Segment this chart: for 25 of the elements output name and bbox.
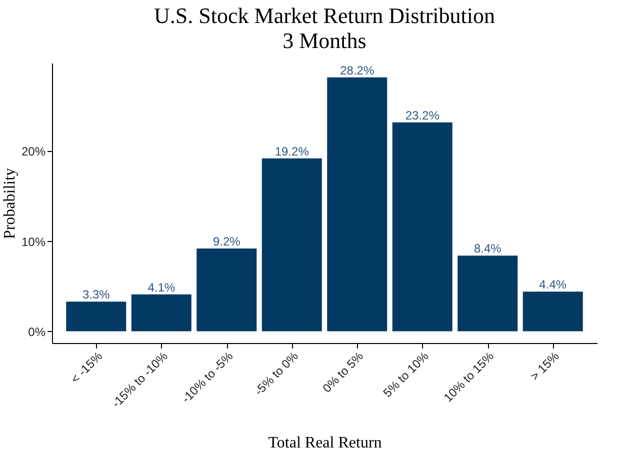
- data-label: 4.4%: [539, 278, 567, 292]
- chart-title: U.S. Stock Market Return Distribution: [154, 3, 495, 28]
- x-tick-label: -5% to 0%: [252, 348, 302, 398]
- data-label: 9.2%: [212, 234, 241, 248]
- data-label: 8.4%: [474, 242, 502, 256]
- y-tick-label: 0%: [28, 324, 46, 339]
- data-label: 19.2%: [274, 144, 310, 158]
- bar: [66, 302, 126, 332]
- bar: [458, 256, 518, 332]
- data-label: 23.2%: [405, 108, 440, 122]
- data-label: 4.1%: [148, 280, 176, 294]
- data-label: 28.2%: [340, 63, 374, 78]
- x-tick-label: 0% to 5%: [320, 348, 366, 396]
- y-tick-label: 20%: [21, 144, 46, 159]
- chart-subtitle: 3 Months: [282, 28, 366, 53]
- bar: [131, 294, 192, 332]
- y-axis-title: Probability: [1, 168, 18, 240]
- data-label: 3.3%: [82, 288, 110, 302]
- x-axis-title: Total Real Return: [268, 434, 382, 452]
- y-tick-label: 10%: [21, 234, 46, 249]
- bar: [262, 158, 322, 332]
- bar: [522, 292, 583, 332]
- bar: [392, 122, 452, 332]
- bar: [196, 248, 257, 332]
- bar: [327, 77, 388, 332]
